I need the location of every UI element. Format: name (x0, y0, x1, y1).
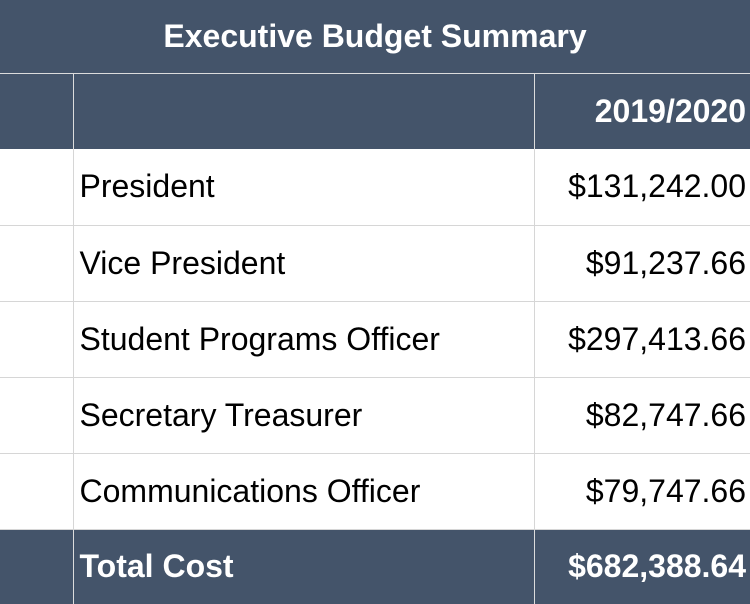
row-label: Vice President (73, 225, 535, 302)
row-amount: $297,413.66 (534, 301, 750, 378)
total-amount: $682,388.64 (534, 529, 750, 604)
table-row: President $131,242.00 (0, 149, 750, 226)
row-blank-cell (0, 377, 74, 454)
total-blank-cell (0, 529, 74, 604)
row-label: Student Programs Officer (73, 301, 535, 378)
table-row: Student Programs Officer $297,413.66 (0, 301, 750, 378)
header-label-cell (73, 73, 535, 149)
header-blank-cell (0, 73, 74, 149)
row-blank-cell (0, 225, 74, 302)
row-blank-cell (0, 149, 74, 226)
row-label: Communications Officer (73, 453, 535, 530)
row-amount: $79,747.66 (534, 453, 750, 530)
table-row: Communications Officer $79,747.66 (0, 453, 750, 530)
column-header-year: 2019/2020 (534, 73, 750, 149)
table-title: Executive Budget Summary (0, 0, 750, 74)
row-amount: $91,237.66 (534, 225, 750, 302)
row-label: President (73, 149, 535, 226)
total-row: Total Cost $682,388.64 (0, 529, 750, 604)
row-label: Secretary Treasurer (73, 377, 535, 454)
title-row: Executive Budget Summary (0, 0, 750, 74)
table-row: Vice President $91,237.66 (0, 225, 750, 302)
header-row: 2019/2020 (0, 73, 750, 149)
row-blank-cell (0, 453, 74, 530)
row-amount: $82,747.66 (534, 377, 750, 454)
row-amount: $131,242.00 (534, 149, 750, 226)
total-label: Total Cost (73, 529, 535, 604)
table-row: Secretary Treasurer $82,747.66 (0, 377, 750, 454)
row-blank-cell (0, 301, 74, 378)
